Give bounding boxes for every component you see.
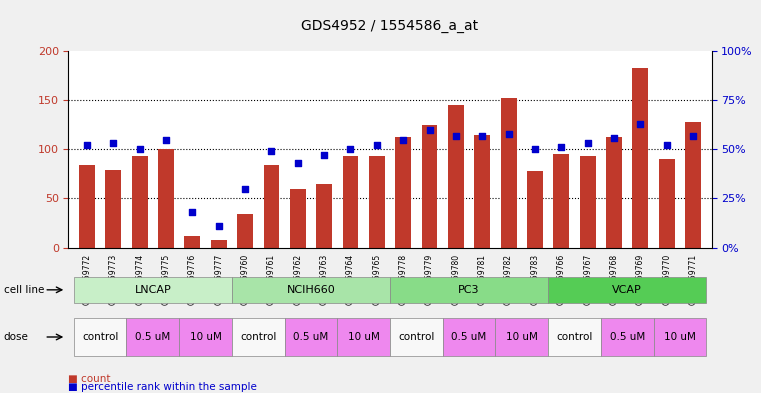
Bar xyxy=(105,170,121,248)
FancyBboxPatch shape xyxy=(548,318,601,356)
Point xyxy=(371,142,383,149)
Point xyxy=(318,152,330,158)
Bar xyxy=(158,149,174,248)
Text: NCIH660: NCIH660 xyxy=(287,285,336,295)
Point xyxy=(529,146,541,152)
Point xyxy=(634,121,646,127)
Text: 10 uM: 10 uM xyxy=(664,332,696,342)
Point xyxy=(160,136,172,143)
FancyBboxPatch shape xyxy=(390,318,443,356)
Point xyxy=(661,142,673,149)
Text: ■ count: ■ count xyxy=(68,374,111,384)
Point xyxy=(502,130,514,137)
Text: 0.5 uM: 0.5 uM xyxy=(610,332,645,342)
Bar xyxy=(527,171,543,248)
Bar xyxy=(422,125,438,248)
FancyBboxPatch shape xyxy=(74,318,126,356)
Bar xyxy=(448,105,463,248)
FancyBboxPatch shape xyxy=(179,318,232,356)
Point xyxy=(134,146,146,152)
FancyBboxPatch shape xyxy=(548,277,706,303)
Text: 10 uM: 10 uM xyxy=(189,332,221,342)
Text: dose: dose xyxy=(4,332,29,342)
FancyBboxPatch shape xyxy=(126,318,179,356)
Bar xyxy=(501,98,517,248)
Point xyxy=(423,127,435,133)
Point xyxy=(581,140,594,147)
Text: control: control xyxy=(398,332,435,342)
Text: 10 uM: 10 uM xyxy=(506,332,538,342)
Bar xyxy=(369,156,385,248)
FancyBboxPatch shape xyxy=(74,277,232,303)
Text: VCAP: VCAP xyxy=(613,285,642,295)
Bar xyxy=(79,165,95,248)
Bar xyxy=(237,214,253,248)
Point xyxy=(239,185,251,192)
FancyBboxPatch shape xyxy=(285,318,337,356)
Point xyxy=(291,160,304,166)
Bar xyxy=(632,68,648,248)
Bar xyxy=(395,136,411,248)
Point xyxy=(556,144,568,151)
FancyBboxPatch shape xyxy=(443,318,495,356)
Text: control: control xyxy=(556,332,593,342)
Bar xyxy=(263,165,279,248)
Point xyxy=(266,148,278,154)
Text: 0.5 uM: 0.5 uM xyxy=(135,332,170,342)
Text: 0.5 uM: 0.5 uM xyxy=(451,332,487,342)
Bar xyxy=(659,159,675,248)
Bar xyxy=(290,189,306,248)
Text: control: control xyxy=(82,332,118,342)
FancyBboxPatch shape xyxy=(337,318,390,356)
Point xyxy=(450,132,462,139)
Point xyxy=(687,132,699,139)
FancyBboxPatch shape xyxy=(390,277,548,303)
Text: 0.5 uM: 0.5 uM xyxy=(293,332,329,342)
Bar xyxy=(580,156,596,248)
Text: LNCAP: LNCAP xyxy=(135,285,171,295)
Bar xyxy=(553,154,569,248)
Bar xyxy=(184,236,200,248)
Point xyxy=(345,146,357,152)
Text: 10 uM: 10 uM xyxy=(348,332,380,342)
Bar xyxy=(342,156,358,248)
FancyBboxPatch shape xyxy=(232,277,390,303)
Text: control: control xyxy=(240,332,276,342)
FancyBboxPatch shape xyxy=(654,318,706,356)
Text: ■ percentile rank within the sample: ■ percentile rank within the sample xyxy=(68,382,257,392)
FancyBboxPatch shape xyxy=(495,318,548,356)
Point xyxy=(81,142,93,149)
Point xyxy=(212,223,224,229)
Text: cell line: cell line xyxy=(4,285,44,295)
Bar xyxy=(606,136,622,248)
Bar xyxy=(685,122,701,248)
Point xyxy=(397,136,409,143)
Bar xyxy=(211,240,227,248)
Point xyxy=(608,134,620,141)
Point xyxy=(186,209,199,215)
Text: GDS4952 / 1554586_a_at: GDS4952 / 1554586_a_at xyxy=(301,18,479,33)
Bar xyxy=(317,184,332,248)
Bar xyxy=(474,134,490,248)
Point xyxy=(107,140,119,147)
Text: PC3: PC3 xyxy=(458,285,480,295)
FancyBboxPatch shape xyxy=(601,318,654,356)
Point xyxy=(476,132,489,139)
Bar xyxy=(132,156,148,248)
FancyBboxPatch shape xyxy=(232,318,285,356)
